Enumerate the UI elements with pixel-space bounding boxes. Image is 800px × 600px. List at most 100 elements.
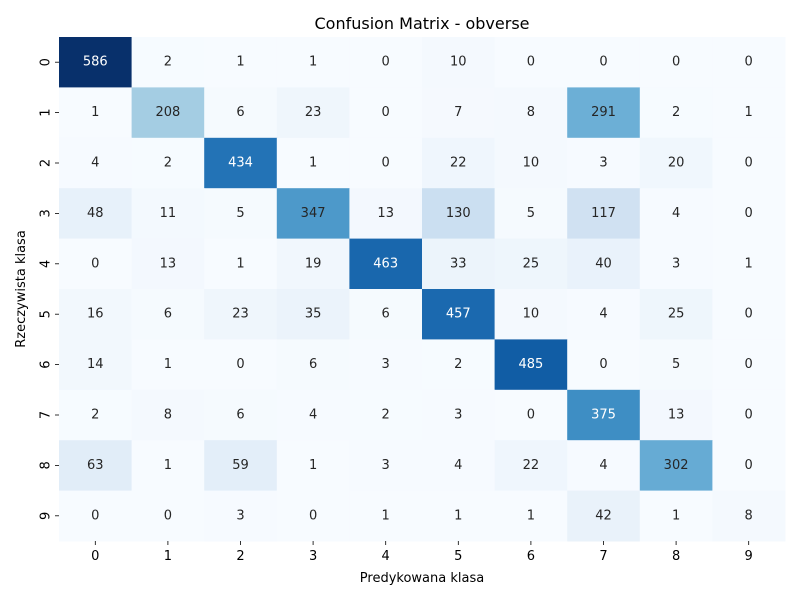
heatmap-value-8-3: 1 xyxy=(309,458,317,473)
heatmap-cell-6-8 xyxy=(639,339,713,391)
heatmap-value-2-9: 0 xyxy=(745,156,753,171)
heatmap-cell-9-5 xyxy=(422,490,496,542)
heatmap-value-7-3: 4 xyxy=(309,408,317,423)
heatmap-cell-3-0 xyxy=(59,188,133,240)
heatmap-cell-9-6 xyxy=(494,490,568,542)
x-tick-label-3: 3 xyxy=(309,549,317,564)
heatmap-value-1-1: 208 xyxy=(155,105,180,120)
heatmap-value-7-5: 3 xyxy=(454,408,462,423)
heatmap-cell-4-3 xyxy=(276,238,350,290)
heatmap-value-5-2: 23 xyxy=(232,307,249,322)
heatmap-value-0-7: 0 xyxy=(599,55,607,70)
heatmap-value-8-0: 63 xyxy=(87,458,104,473)
heatmap-value-3-8: 4 xyxy=(672,206,680,221)
heatmap-cell-1-6 xyxy=(494,87,568,139)
heatmap-cell-8-0 xyxy=(59,440,133,492)
heatmap-cell-0-9 xyxy=(712,37,786,88)
heatmap-value-1-9: 1 xyxy=(745,105,753,120)
heatmap-value-9-5: 1 xyxy=(454,508,462,523)
heatmap-value-9-0: 0 xyxy=(91,508,99,523)
chart-title: Confusion Matrix - obverse xyxy=(314,14,529,33)
heatmap-value-4-9: 1 xyxy=(745,256,753,271)
heatmap-value-1-4: 0 xyxy=(382,105,390,120)
heatmap-cell-2-3 xyxy=(276,137,350,189)
heatmap-value-3-6: 5 xyxy=(527,206,535,221)
heatmap-cell-8-7 xyxy=(567,440,641,492)
heatmap-value-2-0: 4 xyxy=(91,156,99,171)
heatmap-value-7-8: 13 xyxy=(668,408,685,423)
heatmap-cell-7-4 xyxy=(349,389,423,441)
heatmap-cell-6-7 xyxy=(567,339,641,391)
heatmap-cell-3-7 xyxy=(567,188,641,240)
heatmap-value-3-2: 5 xyxy=(236,206,244,221)
heatmap-value-0-3: 1 xyxy=(309,55,317,70)
heatmap-cell-2-6 xyxy=(494,137,568,189)
heatmap-cell-9-1 xyxy=(131,490,205,542)
heatmap-value-4-6: 25 xyxy=(523,256,540,271)
heatmap-cell-3-4 xyxy=(349,188,423,240)
heatmap-cell-6-9 xyxy=(712,339,786,391)
heatmap-cell-7-3 xyxy=(276,389,350,441)
heatmap-value-2-4: 0 xyxy=(382,156,390,171)
heatmap-cell-9-9 xyxy=(712,490,786,542)
heatmap-value-6-6: 485 xyxy=(518,357,543,372)
heatmap-value-1-6: 8 xyxy=(527,105,535,120)
heatmap-cell-0-5 xyxy=(422,37,496,88)
heatmap-cells: 586 2 1 1 0 10 0 0 0 01 208 6 23 0 7 8 291 2 14 2 434 1 0 22 10 3… xyxy=(59,37,786,542)
heatmap-cell-3-5 xyxy=(422,188,496,240)
heatmap-cell-8-5 xyxy=(422,440,496,492)
heatmap-value-0-6: 0 xyxy=(527,55,535,70)
heatmap-value-0-8: 0 xyxy=(672,55,680,70)
heatmap-value-0-4: 0 xyxy=(382,55,390,70)
heatmap-cell-8-6 xyxy=(494,440,568,492)
heatmap-cell-8-2 xyxy=(204,440,278,492)
heatmap-value-9-4: 1 xyxy=(382,508,390,523)
heatmap-cell-6-5 xyxy=(422,339,496,391)
heatmap-value-6-8: 5 xyxy=(672,357,680,372)
heatmap-cell-6-3 xyxy=(276,339,350,391)
heatmap-value-1-8: 2 xyxy=(672,105,680,120)
heatmap-value-0-2: 1 xyxy=(236,55,244,70)
x-axis-label: Predykowana klasa xyxy=(360,571,484,586)
x-tick-label-5: 5 xyxy=(454,549,462,564)
heatmap-cell-5-2 xyxy=(204,289,278,340)
heatmap-cell-2-4 xyxy=(349,137,423,189)
heatmap-value-7-4: 2 xyxy=(382,408,390,423)
heatmap-cell-3-8 xyxy=(639,188,713,240)
heatmap-cell-9-8 xyxy=(639,490,713,542)
heatmap-cell-9-2 xyxy=(204,490,278,542)
heatmap-cell-7-7 xyxy=(567,389,641,441)
heatmap-cell-8-1 xyxy=(131,440,205,492)
heatmap-cell-2-5 xyxy=(422,137,496,189)
heatmap-value-1-3: 23 xyxy=(305,105,322,120)
heatmap-value-5-0: 16 xyxy=(87,307,104,322)
heatmap-cell-3-1 xyxy=(131,188,205,240)
heatmap-value-3-7: 117 xyxy=(591,206,616,221)
heatmap-value-0-0: 586 xyxy=(83,55,108,70)
y-tick-label-3: 3 xyxy=(39,209,54,217)
heatmap-cell-0-0 xyxy=(59,37,133,88)
heatmap-value-4-8: 3 xyxy=(672,256,680,271)
heatmap-cell-4-2 xyxy=(204,238,278,290)
heatmap-value-7-7: 375 xyxy=(591,408,616,423)
heatmap-value-2-7: 3 xyxy=(599,156,607,171)
heatmap-value-2-6: 10 xyxy=(523,156,540,171)
heatmap-value-4-5: 33 xyxy=(450,256,467,271)
heatmap-value-2-5: 22 xyxy=(450,156,467,171)
heatmap-cell-0-4 xyxy=(349,37,423,88)
heatmap-value-5-6: 10 xyxy=(523,307,540,322)
heatmap-value-1-0: 1 xyxy=(91,105,99,120)
heatmap-cell-3-9 xyxy=(712,188,786,240)
heatmap-value-3-1: 11 xyxy=(160,206,177,221)
heatmap-cell-0-2 xyxy=(204,37,278,88)
heatmap-cell-1-1 xyxy=(131,87,205,139)
heatmap-cell-7-6 xyxy=(494,389,568,441)
y-tick-label-5: 5 xyxy=(39,310,54,318)
heatmap-value-9-6: 1 xyxy=(527,508,535,523)
heatmap-cell-0-6 xyxy=(494,37,568,88)
heatmap-cell-3-2 xyxy=(204,188,278,240)
y-tick-label-0: 0 xyxy=(39,58,54,66)
heatmap-value-4-4: 463 xyxy=(373,256,398,271)
heatmap-value-6-1: 1 xyxy=(164,357,172,372)
